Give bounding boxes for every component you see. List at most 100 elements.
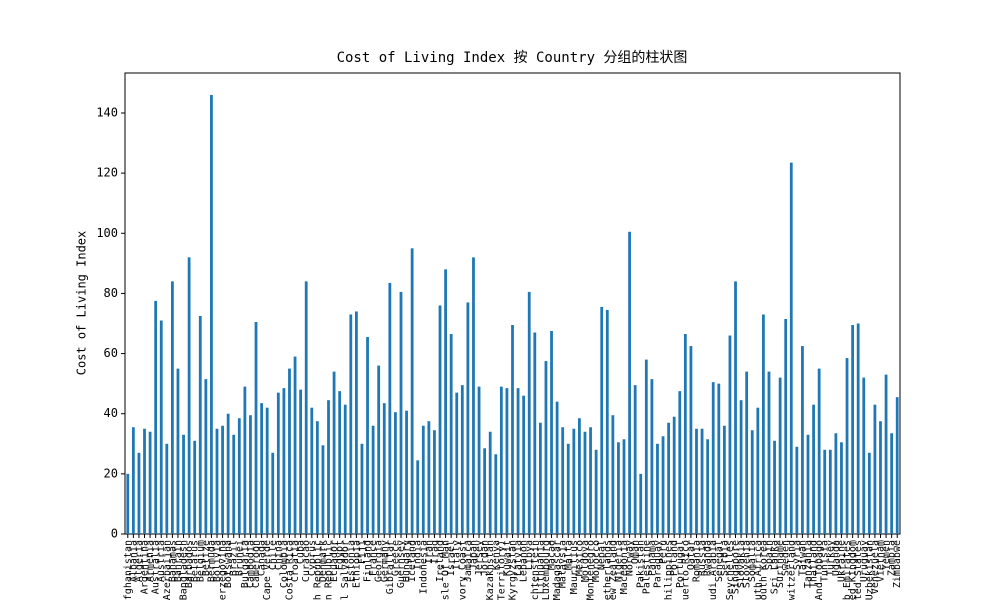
bar	[137, 452, 141, 534]
bar	[840, 442, 843, 534]
bar	[533, 332, 537, 534]
chart-title: Cost of Living Index 按 Country 分组的柱状图	[337, 50, 688, 66]
bar	[566, 443, 570, 534]
bar	[460, 385, 464, 534]
x-tick-label: Albania	[128, 540, 139, 582]
bar	[801, 346, 804, 534]
bar	[650, 379, 654, 534]
bar	[812, 404, 815, 534]
x-tick-label: Kazakhstan	[485, 540, 496, 600]
x-tick-label: Yemen	[881, 540, 892, 570]
bar	[466, 302, 470, 534]
x-tick-label: Serbia	[719, 540, 730, 576]
x-tick-label: Italy	[452, 540, 463, 570]
x-tick-label: Sweden	[781, 540, 792, 576]
bar	[639, 473, 643, 534]
x-tick-label: Croatia	[290, 540, 301, 582]
x-tick-label: Tanzania	[803, 540, 814, 588]
bar	[722, 425, 726, 534]
bar	[795, 446, 799, 534]
x-tick-label: Ireland	[435, 540, 446, 582]
bar	[550, 331, 553, 534]
x-tick-label: Estonia	[346, 540, 357, 582]
x-tick-label: Venezuela	[870, 540, 881, 594]
x-tick-label: New Zealand	[608, 540, 619, 600]
bar	[717, 383, 721, 534]
bar	[516, 388, 520, 534]
bar	[143, 428, 146, 534]
x-tick-label: Greece	[390, 540, 401, 576]
bar	[126, 473, 130, 534]
bar	[159, 320, 163, 534]
bar	[327, 400, 330, 534]
y-tick-label: 140	[96, 105, 118, 119]
bar	[433, 430, 436, 534]
x-tick-label: Malaysia	[558, 540, 569, 588]
x-tick-label: Senegal	[714, 540, 725, 582]
bar	[271, 452, 275, 534]
x-tick-label: Czech Republic	[312, 540, 323, 600]
bar	[299, 389, 303, 534]
bar	[644, 359, 648, 534]
x-tick-label: Hungary	[402, 540, 413, 582]
bar	[683, 334, 687, 534]
bar	[343, 404, 347, 534]
x-tick-label: South Korea	[758, 540, 769, 600]
x-tick-label: Jordan	[480, 540, 491, 576]
bar	[667, 422, 671, 534]
x-tick-label: Bosnia And Herzegovina	[218, 540, 229, 600]
x-tick-label: Barbados	[184, 540, 195, 588]
bar	[360, 443, 364, 534]
x-tick-label: Ivory Coast	[457, 540, 468, 600]
bar	[226, 413, 230, 534]
x-tick-label: Poland	[669, 540, 680, 576]
bar	[851, 325, 855, 534]
x-tick-label: Montenegro	[586, 540, 597, 600]
bar	[399, 291, 403, 534]
x-tick-label: Bolivia	[212, 540, 223, 582]
x-tick-label: Cape Verde	[262, 540, 273, 600]
bar	[282, 388, 286, 534]
y-tick-label: 100	[96, 226, 118, 240]
x-tick-label: Iran	[424, 540, 435, 564]
x-tick-label: Austria	[156, 540, 167, 582]
x-tick-label: Argentina	[140, 540, 151, 594]
bar	[288, 368, 291, 534]
x-tick-label: Cuba	[296, 540, 307, 564]
x-tick-label: Philippines	[664, 540, 675, 600]
x-tick-label: Botswana	[223, 540, 234, 588]
x-tick-label: Isle Of Man	[441, 540, 452, 600]
bar	[170, 281, 174, 534]
x-tick-label: Trinidad And Tobago	[814, 540, 825, 600]
bar	[416, 460, 420, 534]
bar	[198, 315, 202, 534]
x-tick-label: Mexico	[574, 540, 585, 576]
bar	[890, 433, 894, 534]
bar	[867, 452, 871, 534]
bar	[321, 445, 325, 534]
bar	[745, 371, 749, 534]
bar	[237, 418, 241, 534]
x-tick-label: Chile	[268, 540, 279, 570]
x-tick-label: Suriname	[775, 540, 786, 588]
bar	[628, 231, 631, 534]
bar	[828, 449, 832, 534]
bar	[834, 433, 838, 534]
x-tick-label: Zambia	[887, 540, 898, 576]
bar	[371, 425, 375, 534]
bar	[583, 431, 587, 534]
x-tick-label: Kosovo (Disputed Territory)	[496, 540, 507, 600]
bar	[656, 443, 659, 534]
x-tick-label: Guernsey	[396, 540, 407, 588]
bar	[527, 291, 531, 534]
bar	[862, 377, 866, 534]
x-tick-label: Moldova	[580, 540, 591, 582]
x-tick-label: Colombia	[279, 540, 290, 588]
bar	[276, 392, 280, 534]
x-tick-label: Somalia	[747, 540, 758, 582]
bar	[711, 382, 715, 534]
x-tick-label: Egypt	[335, 540, 346, 570]
bar	[845, 358, 849, 534]
x-tick-label: Syria	[792, 540, 803, 570]
